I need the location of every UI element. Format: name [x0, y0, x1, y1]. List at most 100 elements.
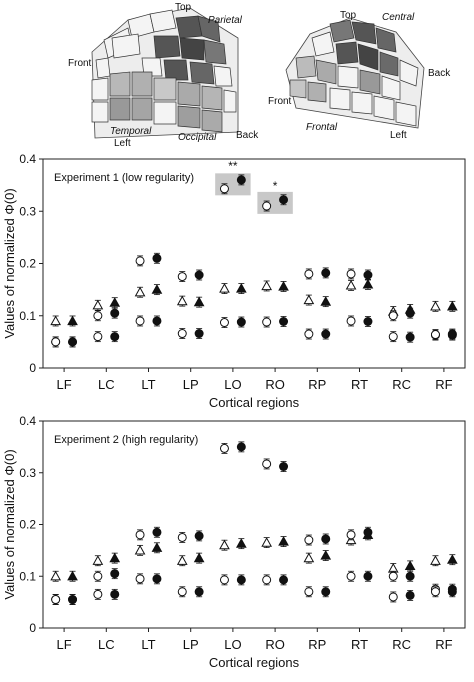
- x-tick-label-lc: LC: [98, 637, 115, 652]
- data-point-circle: [219, 575, 229, 585]
- data-point-triangle: [219, 283, 230, 293]
- electrode-cell-parietal: [179, 37, 205, 61]
- data-point-circle: [363, 270, 373, 280]
- electrode-cell-frontal: [307, 81, 327, 103]
- highlight-box-lo: [215, 173, 251, 196]
- data-point-triangle: [235, 283, 247, 293]
- electrode-cell-central: [335, 41, 359, 65]
- y-tick-label: 0.4: [19, 152, 36, 166]
- electrode-cell-temporal: [131, 71, 153, 97]
- y-tick-label: 0: [29, 361, 36, 375]
- data-point-triangle: [176, 555, 188, 565]
- data-point-triangle: [219, 539, 230, 550]
- data-point-circle: [152, 574, 162, 584]
- chart-title: Experiment 2 (high regularity): [54, 434, 198, 446]
- data-point-circle: [135, 256, 145, 266]
- data-point-circle: [93, 571, 103, 581]
- data-point-circle: [51, 337, 61, 347]
- data-point-circle: [346, 530, 356, 540]
- y-tick-label: 0.2: [19, 518, 36, 532]
- label-back-right: Back: [428, 68, 451, 79]
- data-point-triangle: [235, 538, 247, 548]
- data-point-triangle: [176, 295, 188, 306]
- data-point-circle: [262, 201, 272, 211]
- data-point-triangle: [109, 297, 121, 307]
- electrode-cell-parietal: [175, 15, 203, 39]
- data-point-circle: [388, 332, 398, 342]
- data-point-circle: [405, 308, 415, 318]
- data-point-triangle: [92, 555, 104, 565]
- chart-title: Experiment 1 (low regularity): [54, 172, 194, 184]
- data-point-circle: [279, 575, 289, 585]
- x-tick-label-rf: RF: [435, 637, 452, 652]
- x-tick-label-lc: LC: [98, 377, 115, 392]
- electrode-cell: [329, 87, 351, 111]
- data-point-circle: [321, 587, 331, 597]
- data-point-triangle: [345, 279, 357, 290]
- data-point-circle: [279, 316, 289, 326]
- x-tick-label-lf: LF: [57, 637, 72, 652]
- x-tick-label-rt: RT: [351, 637, 368, 652]
- data-point-circle: [346, 269, 356, 279]
- chart-experiment-1: 0 0.1 0.2 0.3 0.4 LF LC LT LP LO RO RP RT RC RF Cortica…: [2, 152, 466, 410]
- data-point-circle: [236, 175, 246, 185]
- data-point-circle: [219, 318, 229, 328]
- data-point-circle: [363, 527, 373, 537]
- electrode-cell-frontal: [295, 55, 317, 79]
- electrode-cell-central: [351, 21, 377, 45]
- significance-annotation-lo: **: [228, 159, 238, 173]
- label-occipital: Occipital: [178, 132, 217, 143]
- electrode-cell: [359, 69, 381, 95]
- x-tick-label-rf: RF: [435, 377, 452, 392]
- data-point-triangle: [109, 552, 121, 563]
- electrode-cell-parietal: [203, 39, 227, 65]
- data-point-triangle: [67, 315, 78, 326]
- data-point-circle: [194, 587, 204, 597]
- electrode-cell-temporal: [109, 71, 131, 97]
- data-point-triangle: [67, 570, 78, 581]
- electrode-grid-right: [289, 19, 419, 127]
- electrode-cell: [91, 101, 109, 123]
- data-point-triangle: [261, 280, 273, 291]
- electrode-cell-temporal: [131, 97, 153, 121]
- plot-frame: [42, 158, 466, 369]
- electrode-cell: [95, 57, 111, 79]
- data-point-circle: [321, 534, 331, 544]
- data-point-circle: [447, 587, 457, 597]
- data-point-triangle: [193, 552, 205, 563]
- electrode-cell: [141, 57, 163, 77]
- data-point-circle: [177, 272, 187, 282]
- data-point-circle: [51, 595, 61, 605]
- data-point-triangle: [50, 315, 62, 326]
- x-tick-label-lo: LO: [224, 377, 241, 392]
- data-point-circle: [321, 329, 331, 339]
- data-point-circle: [93, 311, 103, 321]
- label-central: Central: [382, 12, 415, 23]
- y-tick-label: 0.3: [19, 204, 36, 218]
- data-point-circle: [110, 569, 120, 579]
- data-point-circle: [430, 587, 440, 597]
- data-point-circle: [405, 571, 415, 581]
- electrode-cell-parietal: [163, 59, 189, 81]
- data-point-triangle: [278, 536, 289, 546]
- electrode-cell-occipital: [177, 81, 201, 107]
- data-point-triangle: [446, 300, 458, 311]
- data-point-circle: [219, 184, 229, 194]
- electrode-cell: [153, 77, 177, 101]
- data-point-triangle: [193, 296, 205, 307]
- data-point-triangle: [50, 570, 62, 581]
- data-point-circle: [236, 575, 246, 585]
- electrode-cell: [91, 77, 109, 101]
- data-point-circle: [110, 308, 120, 318]
- label-temporal: Temporal: [110, 126, 152, 137]
- data-point-triangle: [446, 554, 458, 564]
- data-point-circle: [93, 332, 103, 342]
- head-diagram-left: Top Parietal Front Temporal Left Occipit…: [68, 2, 259, 149]
- x-tick-label-rc: RC: [392, 377, 411, 392]
- data-point-circle: [262, 575, 272, 585]
- data-point-circle: [405, 332, 415, 342]
- data-point-circle: [110, 589, 120, 599]
- y-tick-label: 0: [29, 621, 36, 635]
- electrode-cell: [351, 91, 373, 115]
